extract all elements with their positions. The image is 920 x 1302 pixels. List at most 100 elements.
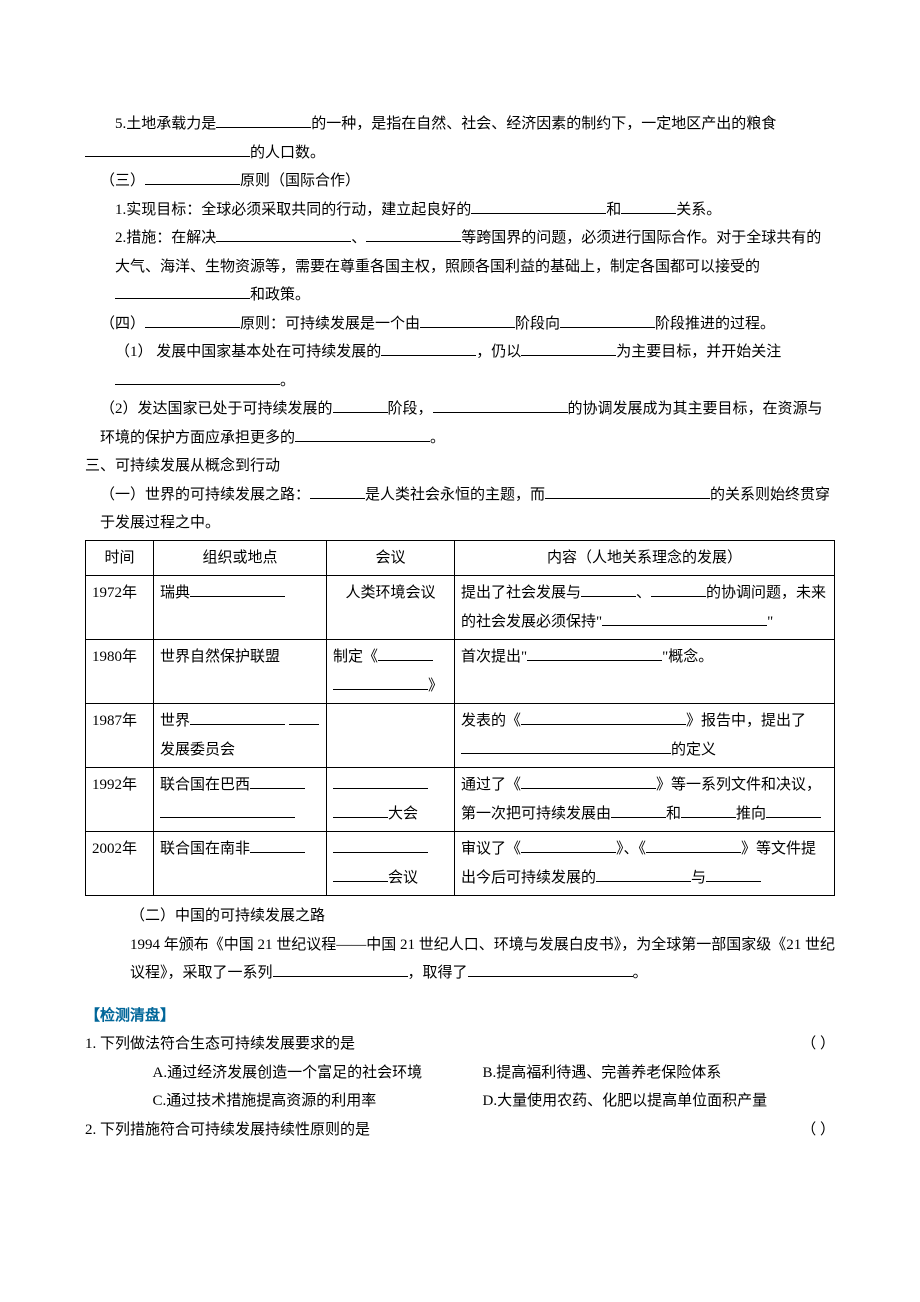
- blank: [706, 865, 761, 882]
- blank: [216, 225, 351, 242]
- s3-item1: 1.实现目标：全球必须采取共同的行动，建立起良好的和关系。: [85, 196, 835, 225]
- text: 5.土地承载力是: [115, 116, 216, 132]
- quiz-title: 【检测清盘】: [85, 1002, 835, 1031]
- th-meet: 会议: [327, 540, 455, 576]
- text: 推向: [736, 806, 766, 822]
- text: 、: [636, 585, 651, 601]
- text: 原则（国际合作）: [240, 173, 360, 189]
- cell-meet: 会议: [327, 832, 455, 896]
- blank: [190, 580, 285, 597]
- blank: [611, 801, 666, 818]
- blank: [333, 673, 428, 690]
- text: 关系。: [676, 202, 721, 218]
- text: 联合国在巴西: [160, 777, 250, 793]
- blank: [333, 396, 388, 413]
- blank: [115, 282, 250, 299]
- blank: [521, 836, 616, 853]
- text: 发表的《: [461, 713, 521, 729]
- answer-paren: （ ）: [801, 1116, 835, 1145]
- s4-item1: （1） 发展中国家基本处在可持续发展的 ，仍以 为主要目标，并开始关注 。: [85, 338, 835, 395]
- th-time: 时间: [86, 540, 154, 576]
- cell-meet: 制定《 》: [327, 640, 455, 704]
- text: ，取得了: [408, 965, 468, 981]
- text: "概念。: [662, 649, 713, 665]
- q1-stem: 1. 下列做法符合生态可持续发展要求的是 （ ）: [85, 1030, 835, 1059]
- text: 审议了《: [461, 841, 521, 857]
- text: 》: [428, 678, 443, 694]
- cell-content: 发表的《》报告中，提出了的定义: [455, 704, 835, 768]
- th-content: 内容（人地关系理念的发展）: [455, 540, 835, 576]
- history-table: 时间 组织或地点 会议 内容（人地关系理念的发展） 1972年 瑞典 人类环境会…: [85, 540, 835, 897]
- text: 和: [666, 806, 681, 822]
- text: ，仍以: [476, 344, 521, 360]
- text: （三）: [100, 173, 145, 189]
- world-path: （一）世界的可持续发展之路：是人类社会永恒的主题，而的关系则始终贯穿于发展过程之…: [85, 481, 835, 538]
- th-org: 组织或地点: [154, 540, 327, 576]
- blank: [216, 111, 311, 128]
- blank: [681, 801, 736, 818]
- text: 阶段向: [515, 316, 560, 332]
- subsection-3: （三） 原则（国际合作）: [85, 167, 835, 196]
- s4-item2: （2）发达国家已处于可持续发展的阶段，的协调发展成为其主要目标，在资源与环境的保…: [85, 395, 835, 452]
- cell-meet: 大会: [327, 768, 455, 832]
- blank: [545, 482, 710, 499]
- blank: [145, 168, 240, 185]
- blank: [250, 836, 305, 853]
- table-header-row: 时间 组织或地点 会议 内容（人地关系理念的发展）: [86, 540, 835, 576]
- text: 阶段推进的过程。: [655, 316, 775, 332]
- cell-org: 世界自然保护联盟: [154, 640, 327, 704]
- option-d: D.大量使用农药、化肥以提高单位面积产量: [483, 1087, 768, 1116]
- text: 2.措施：在解决: [115, 230, 216, 246]
- text: 阶段，: [388, 401, 433, 417]
- blank: [596, 865, 691, 882]
- table-row: 1980年 世界自然保护联盟 制定《 》 首次提出""概念。: [86, 640, 835, 704]
- blank: [366, 225, 461, 242]
- blank: [468, 960, 633, 977]
- text: （一）世界的可持续发展之路：: [100, 487, 310, 503]
- cell-meet: 人类环境会议: [327, 576, 455, 640]
- table-row: 2002年 联合国在南非 会议 审议了《》、《》等文件提出今后可持续发展的与: [86, 832, 835, 896]
- item-5: 5.土地承载力是的一种，是指在自然、社会、经济因素的制约下，一定地区产出的粮食的…: [85, 110, 835, 167]
- blank: [646, 836, 741, 853]
- blank: [521, 339, 616, 356]
- text: （1） 发展中国家基本处在可持续发展的: [115, 344, 381, 360]
- text: 的一种，是指在自然、社会、经济因素的制约下，一定地区产出的粮食: [311, 116, 776, 132]
- text: 》报告中，提出了: [686, 713, 806, 729]
- text: （四）: [100, 316, 145, 332]
- text: 通过了《: [461, 777, 521, 793]
- china-title: （二）中国的可持续发展之路: [85, 902, 835, 931]
- section-3-title: 三、可持续发展从概念到行动: [85, 452, 835, 481]
- blank: [420, 311, 515, 328]
- text: 瑞典: [160, 585, 190, 601]
- blank: [115, 368, 280, 385]
- blank: [273, 960, 408, 977]
- text: 为主要目标，并开始关注: [616, 344, 781, 360]
- table-row: 1992年 联合国在巴西 大会 通过了《》等一系列文件和决议，第一次把可持续发展…: [86, 768, 835, 832]
- text: 原则：可持续发展是一个由: [240, 316, 420, 332]
- text: 。: [430, 430, 445, 446]
- cell-content: 通过了《》等一系列文件和决议，第一次把可持续发展由和推向: [455, 768, 835, 832]
- text: 大会: [388, 806, 418, 822]
- text: 1. 下列做法符合生态可持续发展要求的是: [85, 1036, 355, 1052]
- cell-time: 2002年: [86, 832, 154, 896]
- table-row: 1987年 世界 发展委员会 发表的《》报告中，提出了的定义: [86, 704, 835, 768]
- blank: [145, 311, 240, 328]
- text: 。: [280, 373, 295, 389]
- blank: [310, 482, 365, 499]
- cell-org: 联合国在巴西: [154, 768, 327, 832]
- blank: [250, 772, 305, 789]
- blank: [289, 708, 319, 725]
- text: 和政策。: [250, 287, 310, 303]
- text: ": [767, 614, 773, 630]
- blank: [581, 580, 636, 597]
- table-row: 1972年 瑞典 人类环境会议 提出了社会发展与、的协调问题，未来的社会发展必须…: [86, 576, 835, 640]
- blank: [766, 801, 821, 818]
- blank: [381, 339, 476, 356]
- cell-meet: [327, 704, 455, 768]
- blank: [602, 609, 767, 626]
- text: 2. 下列措施符合可持续发展持续性原则的是: [85, 1122, 370, 1138]
- cell-content: 提出了社会发展与、的协调问题，未来的社会发展必须保持"": [455, 576, 835, 640]
- blank: [471, 197, 606, 214]
- blank: [621, 197, 676, 214]
- text: 、: [351, 230, 366, 246]
